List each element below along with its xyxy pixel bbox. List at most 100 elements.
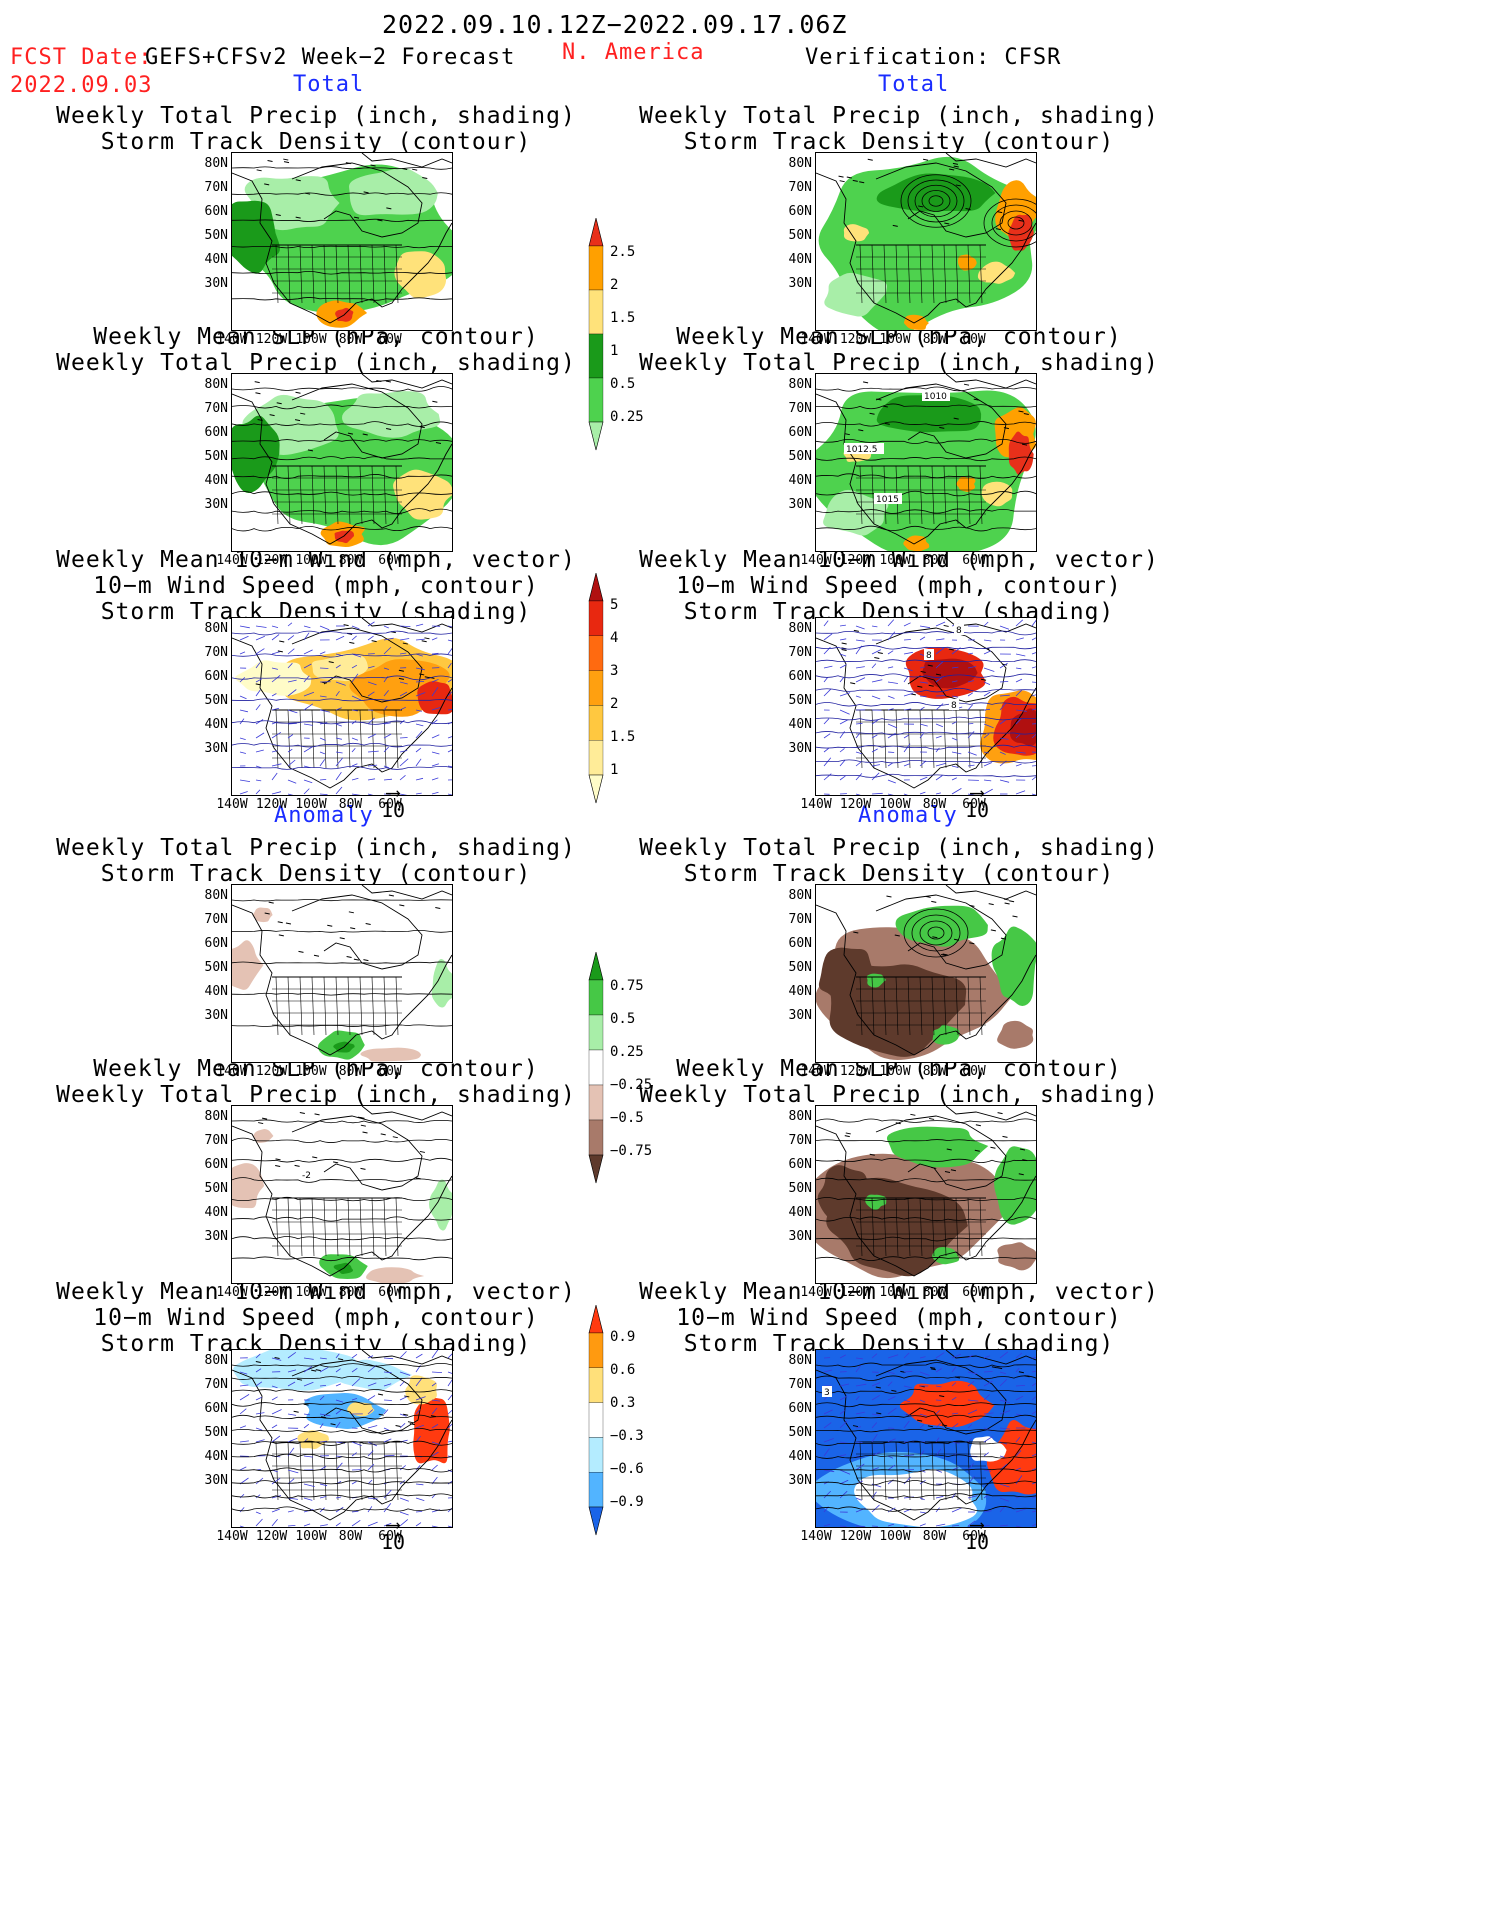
wind-vector (1031, 619, 1036, 627)
lon-tick-label: 80W (922, 1529, 947, 1544)
dash-mark (969, 904, 975, 907)
wind-vector (415, 1483, 424, 1486)
wind-vector (415, 723, 424, 727)
contour-line (816, 773, 1036, 778)
contour-line (232, 675, 452, 681)
state-line (335, 1197, 339, 1257)
wind-vector (303, 788, 310, 795)
fcst-date: 2022.09.03 (10, 73, 153, 98)
precip-max (1008, 431, 1034, 475)
contour-line (232, 245, 452, 249)
wind-vector (271, 721, 278, 725)
wind-vector (1031, 708, 1036, 711)
wind-vector (287, 648, 295, 655)
lon-tick-label: 100W (295, 1064, 327, 1079)
lat-tick-label: 40N (204, 1449, 228, 1464)
contour-label-bg (844, 443, 884, 454)
title-gefs-precip-total: Weekly Total Precip (inch, shading) Stor… (16, 103, 616, 155)
wind-vector (839, 1479, 849, 1485)
wind-vector (887, 619, 895, 627)
colorbar-swatch (588, 705, 604, 741)
wind-vector (999, 1379, 1008, 1387)
wind-vector (303, 1366, 313, 1373)
wind-vector (287, 1351, 297, 1359)
lon-tick-label: 140W (800, 1285, 832, 1300)
wind-vector (351, 793, 361, 795)
wind-vector (319, 709, 331, 713)
lon-tick-label: 140W (800, 797, 832, 812)
wind-vector (919, 1523, 926, 1527)
map-svg: -2 (232, 1106, 452, 1283)
state-boundaries (856, 465, 986, 525)
dash-mark (990, 929, 996, 932)
lon-tick-label: 100W (879, 797, 911, 812)
dash-mark (315, 1369, 321, 1372)
contour-line (816, 1428, 1036, 1433)
map-svg (816, 885, 1036, 1062)
track-density-dashes (838, 158, 1024, 231)
wind-vector (239, 791, 248, 795)
precip-surplus (429, 1179, 452, 1231)
wind-vector (935, 661, 944, 669)
wind-vectors (239, 1350, 452, 1527)
wind-vectors (823, 619, 1036, 795)
wind-vector (967, 1495, 978, 1499)
wind-vector (351, 1481, 357, 1485)
state-line (979, 1441, 983, 1501)
wind-vector (367, 1463, 375, 1471)
state-line (287, 976, 291, 1036)
track-density-anomaly (899, 1380, 995, 1428)
dash-mark (844, 433, 850, 436)
wind-vector (415, 1465, 421, 1471)
state-line (967, 976, 971, 1036)
arctic-islands (945, 1106, 1036, 1121)
wind-vector (287, 759, 296, 767)
wind-vector (351, 1378, 361, 1387)
dash-mark (275, 1158, 281, 1161)
lon-tick-label: 120W (839, 1529, 872, 1544)
coastline (816, 637, 1036, 789)
colorbar-swatch (588, 1437, 604, 1473)
dash-mark (891, 1389, 897, 1392)
contour-line (816, 1388, 1036, 1394)
state-boundaries (856, 244, 986, 304)
wind-vector (855, 1364, 862, 1373)
state-line (919, 1197, 923, 1257)
dash-mark (1023, 412, 1029, 415)
dash-mark (294, 419, 301, 422)
coastline-layer (232, 1106, 452, 1277)
state-line (359, 976, 363, 1036)
contour-label-bg (954, 624, 964, 635)
wind-vector (919, 733, 924, 739)
wind-vector (431, 652, 439, 655)
wind-vector (319, 751, 326, 755)
state-line (955, 244, 959, 304)
map-gefs-slp-total (231, 373, 453, 552)
wind-vector (271, 625, 279, 628)
dash-mark (377, 219, 383, 222)
wind-vector (383, 765, 390, 769)
lat-tick-label: 50N (204, 960, 228, 975)
dash-mark (274, 1356, 280, 1359)
lat-tick-label: 70N (204, 912, 228, 927)
wind-vector (255, 1511, 261, 1515)
dash-mark (850, 682, 856, 685)
contour-line (232, 1157, 452, 1163)
wind-vector (415, 1424, 424, 1429)
map-cfsr-slp-total: 1010 1012.5 1015 (815, 373, 1037, 552)
dash-mark (300, 412, 306, 415)
state-line (871, 1441, 875, 1501)
state-line (299, 244, 303, 304)
track-density-dashes (254, 380, 442, 452)
dash-mark (1018, 1371, 1024, 1374)
wind-vector (887, 1407, 897, 1415)
wind-vector (287, 679, 297, 683)
contour-line (816, 673, 1036, 679)
state-line (275, 976, 279, 1036)
wind-vector (447, 709, 452, 711)
lat-tick-label: 30N (204, 276, 228, 291)
lat-tick-label: 60N (204, 425, 228, 440)
wind-vector (271, 1435, 281, 1443)
wind-vector (239, 779, 251, 782)
lon-tick-label: 140W (216, 797, 248, 812)
